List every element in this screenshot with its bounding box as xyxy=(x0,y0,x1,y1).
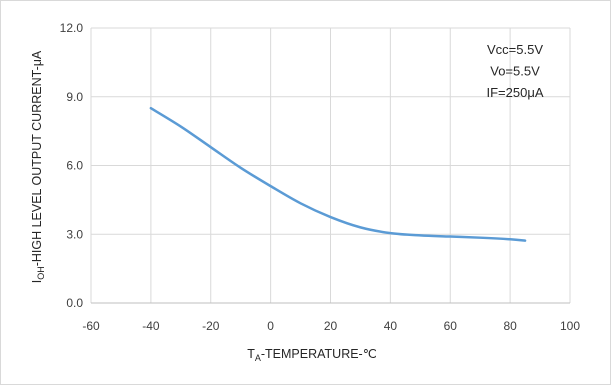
y-tick-label: 12.0 xyxy=(60,21,84,35)
x-tick-label: 40 xyxy=(384,319,398,333)
x-tick-label: 100 xyxy=(560,319,580,333)
y-axis-title-rest: -HIGH LEVEL OUTPUT CURRENT-μA xyxy=(30,50,44,266)
series-line xyxy=(149,106,527,242)
x-axis-title-sub: A xyxy=(255,353,261,363)
x-axis-title-main: T xyxy=(247,347,255,361)
y-axis-title-sub: OH xyxy=(36,266,46,280)
x-tick-label: 60 xyxy=(444,319,458,333)
x-axis-title: TA-TEMPERATURE-℃ xyxy=(247,347,377,363)
annotation-box: Vcc=5.5V Vo=5.5V IF=250μA xyxy=(487,42,544,100)
y-tick-label: 0.0 xyxy=(66,296,83,310)
y-tick-labels: 0.0 3.0 6.0 9.0 12.0 xyxy=(60,21,84,310)
annotation-line: IF=250μA xyxy=(487,85,544,100)
x-tick-labels: -60 -40 -20 0 20 40 60 80 100 xyxy=(82,319,580,333)
x-tick-label: -20 xyxy=(202,319,220,333)
annotation-line: Vo=5.5V xyxy=(490,64,540,79)
x-tick-label: 0 xyxy=(267,319,274,333)
series-group xyxy=(149,106,527,242)
gridlines xyxy=(90,27,571,304)
x-axis-title-rest: -TEMPERATURE-℃ xyxy=(261,347,377,361)
x-tick-label: -60 xyxy=(82,319,100,333)
y-axis-title-main: I xyxy=(30,280,44,283)
x-tick-label: 20 xyxy=(324,319,338,333)
x-tick-label: 80 xyxy=(503,319,517,333)
y-tick-label: 6.0 xyxy=(66,159,83,173)
y-tick-label: 9.0 xyxy=(66,90,83,104)
x-tick-label: -40 xyxy=(142,319,160,333)
y-tick-label: 3.0 xyxy=(66,227,83,241)
annotation-line: Vcc=5.5V xyxy=(487,42,543,57)
y-axis-title: IOH-HIGH LEVEL OUTPUT CURRENT-μA xyxy=(30,50,46,283)
